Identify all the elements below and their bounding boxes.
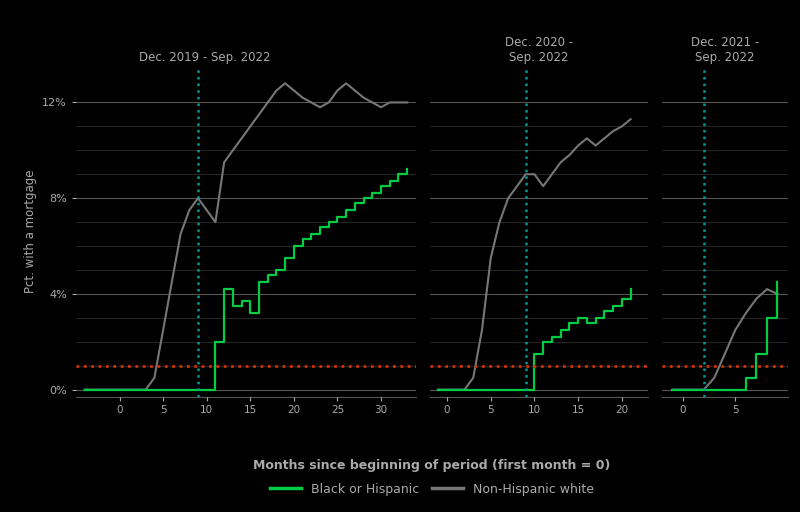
Title: Dec. 2019 - Sep. 2022: Dec. 2019 - Sep. 2022 [139, 51, 271, 64]
Legend: Black or Hispanic, Non-Hispanic white: Black or Hispanic, Non-Hispanic white [265, 478, 599, 501]
Title: Dec. 2020 -
Sep. 2022: Dec. 2020 - Sep. 2022 [505, 36, 573, 64]
Y-axis label: Pct. with a mortgage: Pct. with a mortgage [24, 170, 37, 293]
Text: Months since beginning of period (first month = 0): Months since beginning of period (first … [254, 459, 610, 473]
Title: Dec. 2021 -
Sep. 2022: Dec. 2021 - Sep. 2022 [690, 36, 759, 64]
